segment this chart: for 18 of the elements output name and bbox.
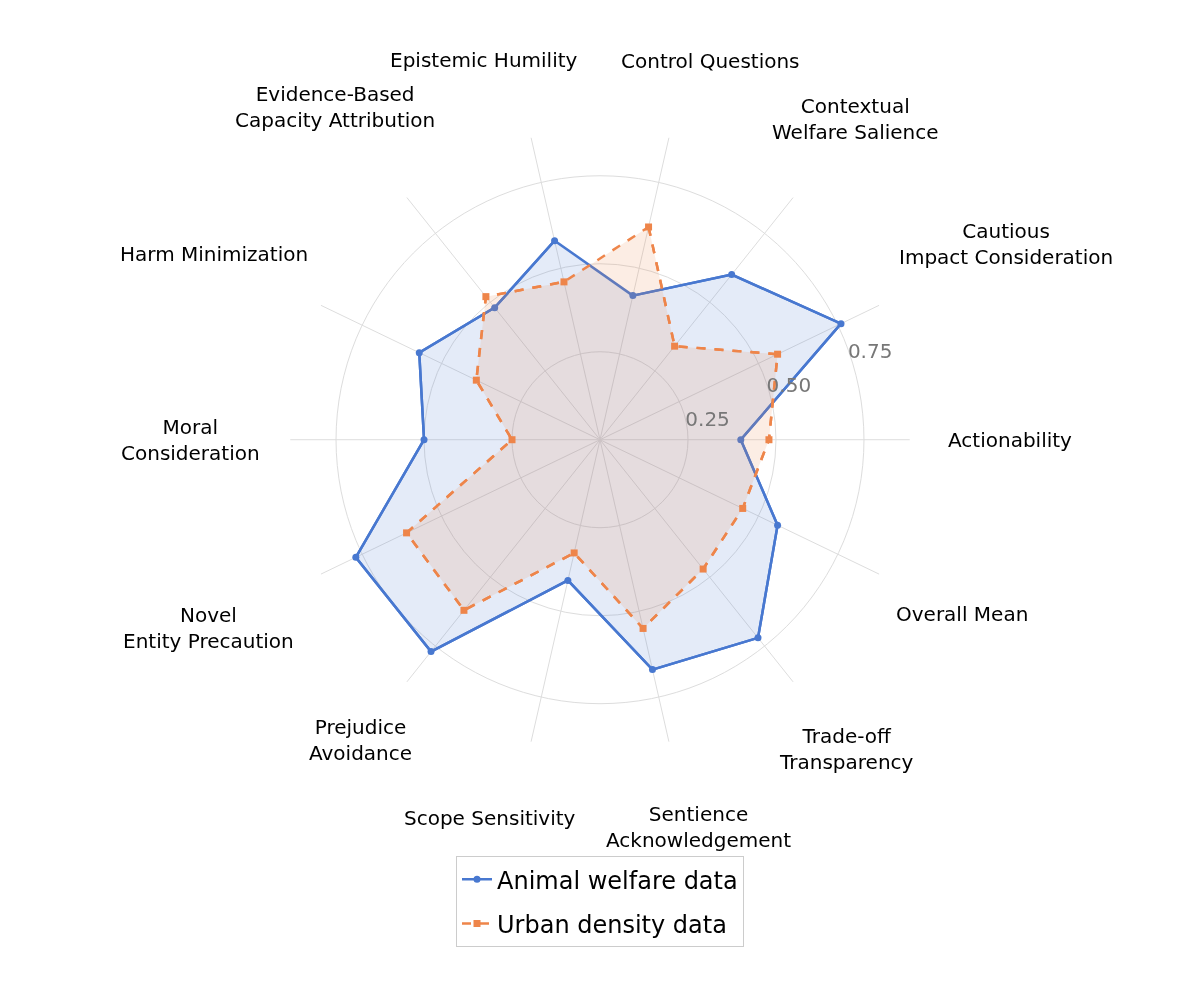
spoke-label: Epistemic Humility bbox=[390, 48, 578, 72]
spoke-label: Contextual Welfare Salience bbox=[772, 94, 939, 144]
legend-label: Urban density data bbox=[497, 910, 727, 939]
y-tick-label: 0.25 bbox=[685, 406, 730, 431]
spoke-label: Scope Sensitivity bbox=[404, 806, 576, 830]
spoke-label: Overall Mean bbox=[896, 602, 1029, 626]
spoke-label: Harm Minimization bbox=[120, 242, 309, 266]
spoke-label: Cautious Impact Consideration bbox=[899, 219, 1114, 269]
spoke-label: Actionability bbox=[948, 428, 1073, 452]
spoke-label: Novel Entity Precaution bbox=[123, 603, 294, 653]
legend-label: Animal welfare data bbox=[497, 866, 738, 895]
spoke-label: Evidence-Based Capacity Attribution bbox=[235, 82, 436, 132]
spoke-label: Control Questions bbox=[621, 49, 800, 73]
spoke-label: Moral Consideration bbox=[121, 415, 260, 465]
spoke-label: Trade-off Transparency bbox=[779, 724, 914, 774]
spoke-label: Prejudice Avoidance bbox=[309, 715, 413, 765]
y-tick-label: 0.75 bbox=[847, 339, 893, 364]
spoke-label: Sentience Acknowledgement bbox=[606, 802, 792, 852]
